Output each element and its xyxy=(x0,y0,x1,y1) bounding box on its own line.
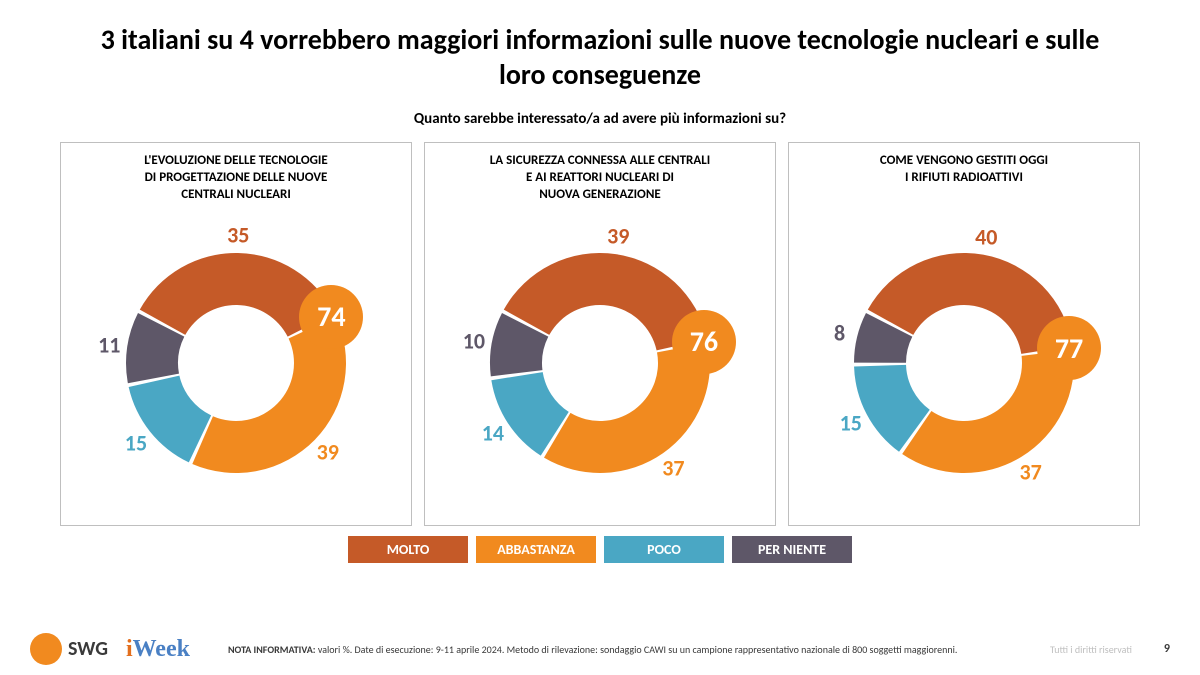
chart-box: L'EVOLUZIONE DELLE TECNOLOGIE DI PROGETT… xyxy=(60,142,412,526)
chart-label: COME VENGONO GESTITI OGGI I RIFIUTI RADI… xyxy=(880,153,1048,213)
legend-item-per-niente: PER NIENTE xyxy=(732,536,852,563)
chart-box: LA SICUREZZA CONNESSA ALLE CENTRALI E AI… xyxy=(424,142,776,526)
summary-badge: 76 xyxy=(672,310,736,374)
nota-text: valori %. Date di esecuzione: 9-11 april… xyxy=(316,643,958,656)
chart-box: COME VENGONO GESTITI OGGI I RIFIUTI RADI… xyxy=(788,142,1140,526)
swg-logo: SWG xyxy=(30,633,108,665)
page-number: 9 xyxy=(1164,642,1170,656)
nota-informativa: NOTA INFORMATIVA: valori %. Date di esec… xyxy=(208,643,1032,656)
globe-icon xyxy=(30,633,62,665)
nota-label: NOTA INFORMATIVA: xyxy=(228,643,316,656)
rights-text: Tutti i diritti riservati xyxy=(1050,643,1132,656)
donut-chart: 3937141076 xyxy=(460,223,740,503)
donut-chart: 3539151174 xyxy=(96,223,376,503)
charts-row: L'EVOLUZIONE DELLE TECNOLOGIE DI PROGETT… xyxy=(0,142,1200,526)
iweek-i: i xyxy=(126,636,133,662)
legend-item-poco: POCO xyxy=(604,536,724,563)
legend-item-abbastanza: ABBASTANZA xyxy=(476,536,596,563)
footer: SWG iWeek NOTA INFORMATIVA: valori %. Da… xyxy=(0,633,1200,665)
chart-label: LA SICUREZZA CONNESSA ALLE CENTRALI E AI… xyxy=(490,153,710,213)
legend: MOLTO ABBASTANZA POCO PER NIENTE xyxy=(0,536,1200,563)
summary-badge: 77 xyxy=(1037,316,1101,380)
page-title: 3 italiani su 4 vorrebbero maggiori info… xyxy=(0,0,1200,98)
page-subtitle: Quanto sarebbe interessato/a ad avere pi… xyxy=(0,110,1200,128)
iweek-rest: Week xyxy=(133,636,190,662)
legend-item-molto: MOLTO xyxy=(348,536,468,563)
iweek-logo: iWeek xyxy=(126,636,190,663)
summary-badge: 74 xyxy=(299,285,363,349)
chart-label: L'EVOLUZIONE DELLE TECNOLOGIE DI PROGETT… xyxy=(144,153,327,213)
swg-text: SWG xyxy=(68,637,108,661)
donut-chart: 403715877 xyxy=(824,223,1104,503)
